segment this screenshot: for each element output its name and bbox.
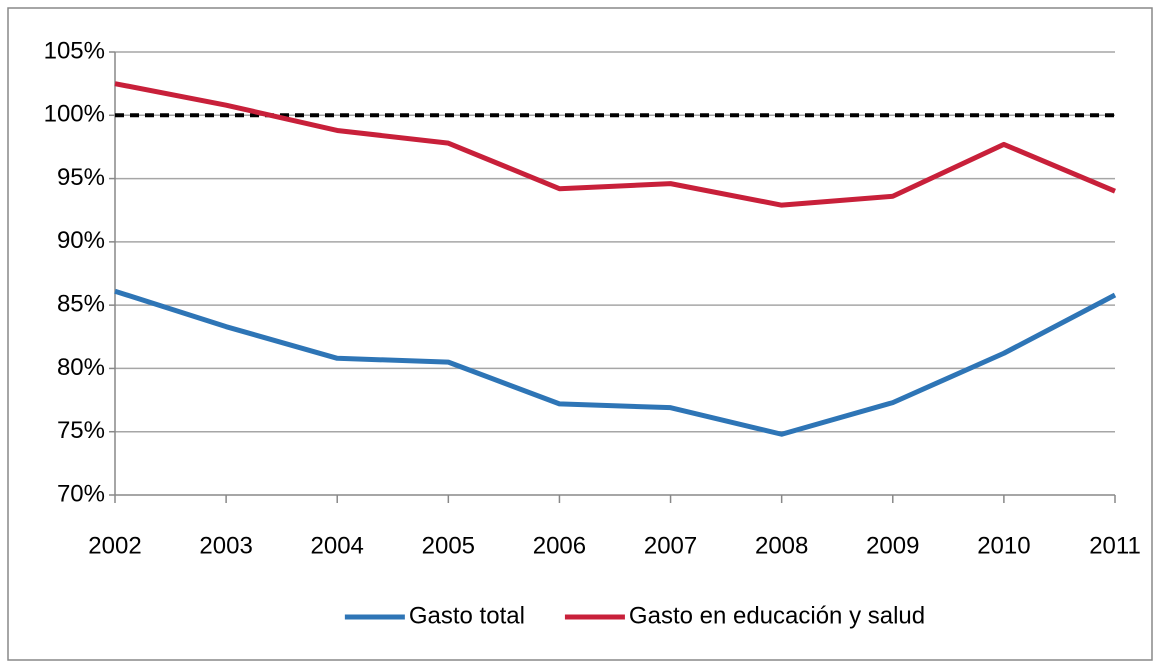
x-tick-label: 2004	[311, 532, 364, 559]
series-line	[114, 288, 1117, 437]
y-tick-label: 75%	[57, 417, 105, 444]
y-tick-label: 90%	[57, 227, 105, 254]
x-tick-label: 2005	[422, 532, 475, 559]
y-tick-label: 100%	[44, 101, 105, 128]
y-tick-label: 85%	[57, 290, 105, 317]
legend-label: Gasto en educación y salud	[629, 602, 925, 629]
x-tick-label: 2003	[199, 532, 252, 559]
y-tick-label: 70%	[57, 480, 105, 507]
x-tick-label: 2011	[1089, 532, 1141, 559]
y-tick-label: 105%	[44, 37, 105, 64]
x-tick-label: 2006	[533, 532, 586, 559]
x-tick-label: 2008	[755, 532, 808, 559]
series-line	[114, 81, 1116, 208]
x-tick-label: 2009	[866, 532, 919, 559]
y-tick-label: 80%	[57, 354, 105, 381]
x-tick-label: 2002	[88, 532, 141, 559]
x-tick-label: 2007	[644, 532, 697, 559]
x-tick-label: 2010	[977, 532, 1030, 559]
chart-frame	[7, 7, 1153, 661]
y-tick-label: 95%	[57, 164, 105, 191]
legend-label: Gasto total	[409, 602, 525, 629]
